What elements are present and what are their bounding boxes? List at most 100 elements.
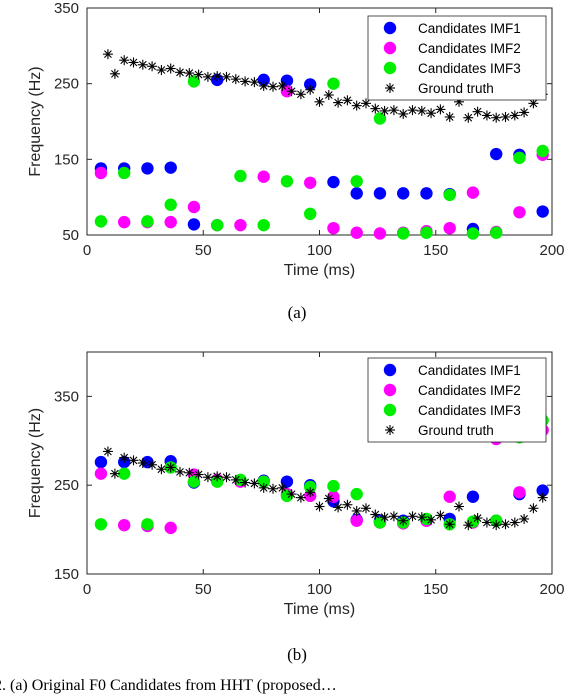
data-point-asterisk: [407, 105, 418, 116]
series-ground-truth: [102, 446, 548, 531]
asterisk-stroke: [104, 447, 112, 456]
data-point: [211, 475, 224, 488]
x-tick-label: 150: [423, 581, 448, 598]
legend-label: Candidates IMF3: [418, 61, 521, 76]
y-axis-label: Frequency (Hz): [27, 66, 44, 176]
data-point: [466, 490, 480, 503]
x-tick-label: 0: [83, 242, 91, 259]
data-point-asterisk: [137, 59, 148, 70]
data-point-asterisk: [361, 503, 371, 514]
asterisk-stroke: [445, 113, 454, 121]
data-point: [118, 215, 131, 229]
data-point-asterisk: [481, 110, 492, 121]
data-point: [280, 175, 294, 188]
data-point: [304, 176, 317, 189]
asterisk-stroke: [176, 68, 184, 77]
series-ground-truth: [102, 49, 548, 123]
data-point: [211, 218, 224, 232]
asterisk-stroke: [204, 473, 212, 482]
legend-label: Ground truth: [418, 81, 494, 96]
data-point-asterisk: [128, 57, 139, 68]
data-point: [257, 218, 270, 232]
asterisk-stroke: [501, 113, 510, 121]
asterisk-stroke: [334, 98, 342, 107]
asterisk-stroke: [408, 512, 417, 521]
asterisk-stroke: [371, 510, 380, 519]
data-point: [94, 455, 108, 469]
data-point: [373, 227, 387, 240]
data-point-asterisk: [193, 469, 204, 480]
data-point: [350, 226, 363, 239]
data-point-asterisk: [472, 106, 483, 117]
asterisk-stroke: [390, 106, 398, 115]
data-point: [443, 221, 456, 235]
data-point-asterisk: [277, 80, 288, 91]
x-tick-label: 100: [307, 581, 332, 598]
asterisk-stroke: [538, 493, 547, 502]
data-point: [94, 467, 108, 480]
asterisk-stroke: [120, 56, 129, 65]
data-point-asterisk: [370, 509, 381, 520]
data-point-asterisk: [156, 65, 167, 76]
x-tick-label: 0: [83, 581, 91, 598]
data-point-asterisk: [212, 71, 223, 82]
data-point-asterisk: [202, 71, 213, 82]
y-tick-label: 350: [54, 388, 79, 405]
data-point-asterisk: [268, 81, 278, 92]
data-point-asterisk: [444, 111, 455, 122]
asterisk-stroke: [185, 468, 194, 477]
data-point-asterisk: [398, 108, 409, 119]
asterisk-stroke: [380, 107, 389, 115]
asterisk-stroke: [362, 99, 370, 108]
data-point-asterisk: [286, 489, 297, 500]
data-point: [94, 215, 108, 228]
data-point-asterisk: [509, 110, 520, 121]
data-point-asterisk: [193, 69, 204, 80]
asterisk-stroke: [259, 82, 268, 90]
asterisk-stroke: [148, 62, 156, 71]
asterisk-stroke: [297, 90, 305, 99]
data-point: [164, 198, 177, 211]
asterisk-stroke: [222, 473, 231, 482]
data-point: [513, 151, 526, 165]
data-point: [164, 215, 177, 229]
legend-marker: [383, 21, 397, 35]
asterisk-stroke: [194, 70, 203, 79]
asterisk-stroke: [473, 514, 482, 522]
data-point: [118, 166, 131, 180]
asterisk-stroke: [427, 515, 435, 524]
data-point: [164, 521, 177, 535]
data-point: [327, 77, 340, 90]
legend-label: Ground truth: [418, 423, 494, 438]
chart-b: 0 50 100 150 200 150 250 350 Time (ms) Frequency …: [27, 351, 565, 664]
data-point-asterisk: [102, 446, 113, 457]
x-tick-label: 200: [539, 581, 564, 598]
asterisk-stroke: [417, 107, 426, 115]
asterisk-stroke: [464, 113, 473, 122]
data-point-asterisk: [519, 107, 530, 118]
asterisk-stroke: [427, 109, 435, 118]
asterisk-stroke: [166, 64, 175, 73]
data-point-asterisk: [240, 477, 251, 488]
asterisk-stroke: [241, 478, 249, 487]
asterisk-stroke: [231, 75, 240, 84]
asterisk-stroke: [492, 113, 501, 122]
data-point: [373, 112, 387, 125]
asterisk-stroke: [250, 78, 259, 87]
x-tick-label: 100: [307, 242, 332, 259]
legend-marker-asterisk: [385, 83, 395, 93]
data-point: [513, 206, 526, 219]
data-point: [513, 486, 526, 499]
data-point-asterisk: [398, 515, 409, 526]
data-point-asterisk: [249, 478, 260, 489]
data-point-asterisk: [109, 68, 120, 79]
legend-marker: [383, 41, 397, 55]
data-point-asterisk: [379, 105, 390, 116]
asterisk-stroke: [185, 69, 194, 77]
asterisk-stroke: [483, 111, 491, 120]
legend-label: Candidates IMF1: [418, 21, 521, 36]
asterisk-stroke: [510, 111, 519, 120]
asterisk-stroke: [352, 101, 361, 110]
asterisk-stroke: [129, 58, 138, 67]
